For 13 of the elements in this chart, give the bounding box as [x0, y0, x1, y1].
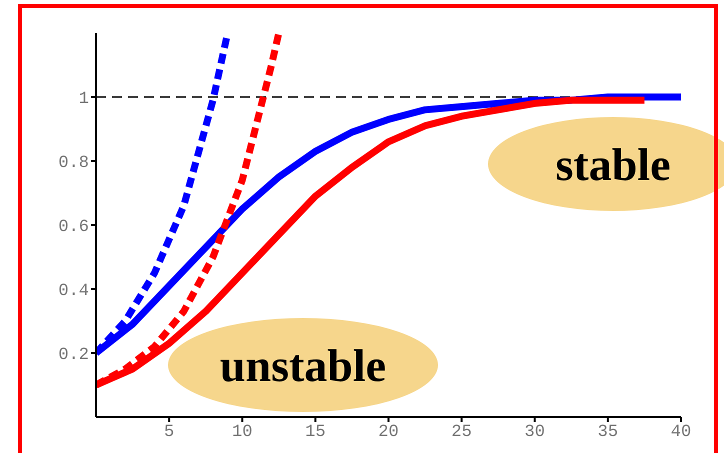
x-tick-label: 20 — [378, 423, 399, 442]
x-tick-label: 40 — [670, 423, 692, 442]
y-tick-label: 0.8 — [58, 154, 89, 174]
y-tick-label: 0.6 — [58, 218, 89, 238]
x-tick-label: 30 — [524, 423, 545, 442]
y-tick-label: 0.4 — [58, 282, 89, 302]
x-tick-label: 15 — [305, 423, 326, 442]
x-tick-label: 10 — [232, 423, 252, 442]
x-tick-label: 5 — [164, 423, 174, 442]
x-tick-label: 35 — [598, 423, 618, 442]
x-tick-label: 25 — [451, 423, 472, 442]
y-tick-label: 0.2 — [58, 346, 89, 366]
y-tick-label: 1 — [78, 90, 89, 110]
